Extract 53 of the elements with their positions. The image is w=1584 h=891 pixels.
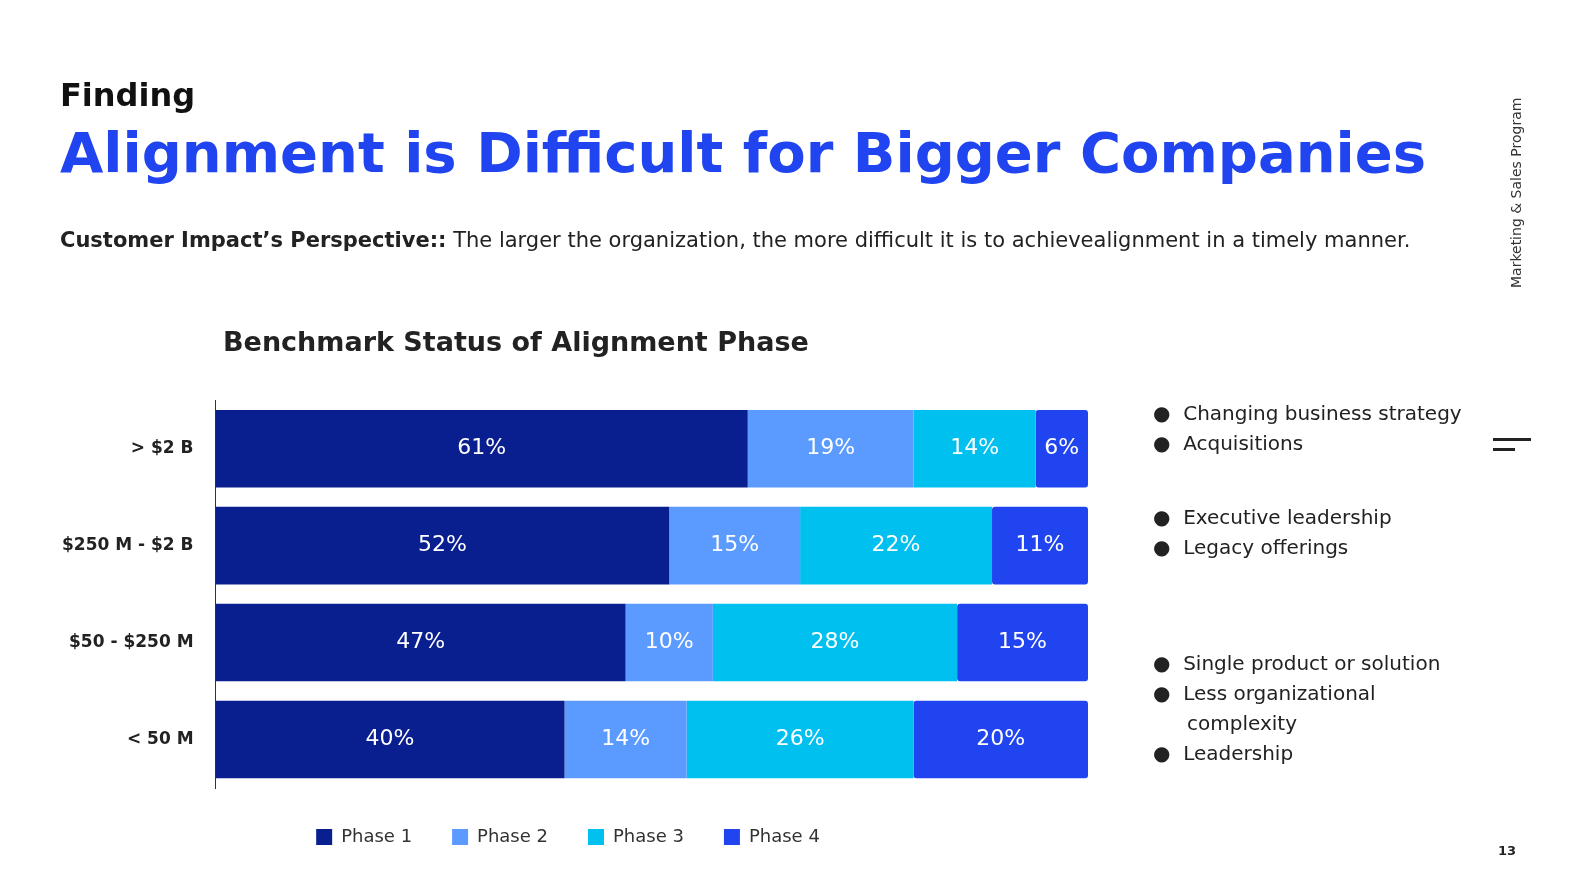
data-label: 52% (417, 531, 467, 557)
legend-label: Phase 2 (477, 824, 548, 846)
legend-label: Phase 1 (341, 824, 413, 846)
data-label: 10% (644, 628, 694, 654)
chart-subtitle: Customer Impact’s Perspective:: The larger the organization, the more difficult it is to achievealignment in a timely manner. (60, 228, 1411, 252)
data-label: 14% (950, 434, 1000, 460)
text: ● Acquisitions (1153, 430, 1305, 457)
bar (913, 409, 1036, 488)
data-label: 61% (457, 434, 507, 460)
bar (800, 506, 993, 585)
bar (215, 409, 748, 488)
text: ● Changing business strategy (1153, 400, 1463, 427)
bar (913, 700, 1088, 779)
data-label: 28% (810, 628, 860, 654)
data-label: 47% (396, 628, 446, 654)
data-label: 14% (601, 725, 651, 751)
text: 13 (1498, 843, 1517, 858)
bar (712, 603, 958, 682)
data-label: 15% (710, 531, 760, 557)
data-label: 26% (775, 725, 825, 751)
bar (669, 506, 801, 585)
y-tick-label: > $2 B (130, 437, 194, 458)
data-label: 6% (1044, 434, 1080, 460)
data-label: 20% (976, 725, 1026, 751)
y-tick-label: < 50 M (126, 727, 194, 748)
y-tick-label: $250 M - $2 B (62, 534, 194, 555)
legend-label: Phase 4 (748, 824, 820, 846)
text: ● Executive leadership (1153, 504, 1393, 531)
text: ● Legacy offerings (1153, 534, 1350, 561)
text: ● Leadership (1153, 740, 1295, 767)
bar (686, 700, 914, 779)
bar (992, 506, 1088, 585)
legend-label: Phase 3 (613, 824, 684, 846)
bar (215, 700, 565, 779)
text: Benchmark Status of Alignment Phase (223, 326, 809, 357)
text: ● Less organizational complexity (1153, 680, 1377, 737)
data-label: 19% (806, 434, 856, 460)
bar (564, 700, 687, 779)
bar (215, 603, 626, 682)
bar (215, 506, 670, 585)
data-label: 22% (871, 531, 921, 557)
bar (625, 603, 713, 682)
y-tick-label: $50 - $250 M (69, 631, 194, 651)
bar (747, 409, 914, 488)
text: ● Single product or solution (1153, 650, 1442, 677)
text: Finding (60, 76, 196, 114)
bar (1035, 409, 1088, 488)
text: Marketing & Sales Program (1508, 97, 1524, 288)
data-label: 11% (1015, 531, 1065, 557)
data-label: 15% (998, 628, 1048, 654)
data-label: 40% (365, 725, 415, 751)
chart-title: Alignment is Difficult for Bigger Companies (60, 120, 1427, 185)
bar (957, 603, 1088, 682)
